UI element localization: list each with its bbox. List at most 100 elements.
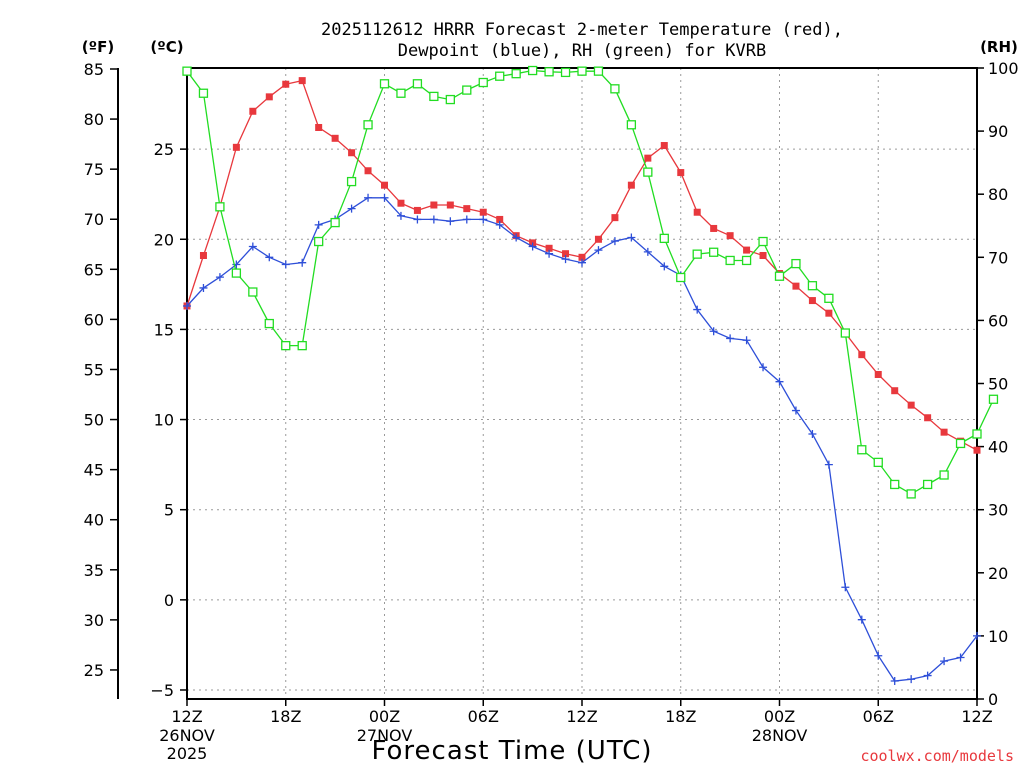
temperature-point <box>858 351 866 359</box>
rh-point <box>330 217 340 228</box>
temperature-point <box>364 167 372 175</box>
rh-tick-label: 90 <box>988 122 1008 141</box>
dewpoint-point <box>578 258 586 267</box>
temperature-point <box>594 235 602 243</box>
f-tick-label: 70 <box>84 210 104 229</box>
rh-point <box>445 94 455 105</box>
rh-point <box>379 79 390 89</box>
rh-unit-label: (RH) <box>980 38 1018 56</box>
x-axis-title: Forecast Time (UTC) <box>371 736 652 766</box>
dewpoint-point <box>973 631 981 640</box>
rh-point <box>626 120 637 130</box>
temperature-point <box>874 370 882 378</box>
dewpoint-point <box>610 237 619 246</box>
rh-point <box>774 271 785 281</box>
celsius-unit-label: (ºC) <box>150 38 183 56</box>
temperature-point <box>430 201 438 209</box>
dewpoint-point <box>726 334 735 343</box>
rh-point <box>462 85 472 95</box>
credit-label: coolwx.com/models <box>860 747 1014 765</box>
dewpoint-point <box>956 653 965 662</box>
temperature-point <box>298 77 306 85</box>
x-tick-label: 00Z <box>764 707 795 726</box>
rh-point <box>182 66 192 76</box>
x-tick-label: 18Z <box>270 707 301 726</box>
temperature-point <box>315 123 323 131</box>
dewpoint-point <box>528 242 537 251</box>
dewpoint-point <box>380 193 389 202</box>
f-tick-label: 45 <box>84 461 104 480</box>
rh-point <box>791 258 801 269</box>
data-series <box>182 65 999 685</box>
rh-point <box>478 77 488 88</box>
plot-frame <box>186 67 978 700</box>
rh-point <box>429 91 439 102</box>
rh-point <box>659 233 669 244</box>
rh-tick-label: 10 <box>988 627 1008 646</box>
dewpoint-point <box>183 301 191 310</box>
rh-point <box>873 457 883 468</box>
temperature-point <box>249 107 257 115</box>
dewpoint-point <box>643 247 652 256</box>
dewpoint-point <box>561 255 570 264</box>
dewpoint-point <box>907 675 916 684</box>
temperature-point <box>232 143 240 151</box>
x-tick-label: 06Z <box>863 707 894 726</box>
rh-tick-label: 50 <box>988 375 1008 394</box>
dewpoint-point <box>396 211 405 220</box>
temperature-point <box>282 80 290 88</box>
rh-point <box>264 318 274 329</box>
f-tick-label: 40 <box>84 511 104 530</box>
rh-point <box>840 328 850 338</box>
dewpoint-point <box>512 233 521 242</box>
f-tick-label: 25 <box>84 661 104 680</box>
grid-lines <box>187 68 977 699</box>
dewpoint-point <box>545 249 554 258</box>
temperature-point <box>907 401 915 409</box>
temperature-point <box>611 214 619 222</box>
dewpoint-point <box>824 460 833 469</box>
temperature-point <box>973 446 981 454</box>
dewpoint-point <box>874 651 883 660</box>
dewpoint-point <box>742 336 751 345</box>
temperature-point <box>413 206 421 214</box>
rh-point <box>725 255 735 266</box>
rh-point <box>363 120 373 130</box>
dewpoint-point <box>413 215 422 224</box>
rh-point <box>527 65 538 76</box>
c-tick-label: 0 <box>164 591 174 610</box>
temperature-point <box>479 208 487 216</box>
dewpoint-point <box>199 283 208 292</box>
temperature-point <box>496 215 504 223</box>
temperature-point <box>562 250 570 258</box>
temperature-point <box>743 246 751 254</box>
f-tick-label: 55 <box>84 360 104 379</box>
dewpoint-point <box>347 204 356 213</box>
temperature-point <box>644 154 652 162</box>
rh-point <box>297 340 307 351</box>
dewpoint-point <box>298 258 307 267</box>
rh-point <box>758 236 768 247</box>
rh-point <box>922 479 933 490</box>
rh-point <box>495 71 505 81</box>
rh-point <box>346 176 357 187</box>
f-tick-label: 30 <box>84 611 104 630</box>
dewpoint-point <box>495 220 504 229</box>
temperature-point <box>924 414 932 422</box>
dewpoint-point <box>248 242 257 251</box>
rh-point <box>544 67 554 77</box>
rh-tick-label: 20 <box>988 564 1008 583</box>
x-tick-label: 18Z <box>665 707 696 726</box>
temperature-point <box>381 181 388 189</box>
rh-point <box>939 470 949 480</box>
x-tick-label: 12Z <box>171 707 202 726</box>
rh-line <box>186 69 995 495</box>
rh-point <box>857 445 867 455</box>
rh-point <box>560 67 571 78</box>
dewpoint-point <box>791 406 800 415</box>
rh-point <box>709 247 719 257</box>
rh-point <box>610 84 620 94</box>
dewpoint-point <box>265 253 274 262</box>
f-tick-label: 85 <box>84 60 104 79</box>
rh-point <box>988 394 999 404</box>
